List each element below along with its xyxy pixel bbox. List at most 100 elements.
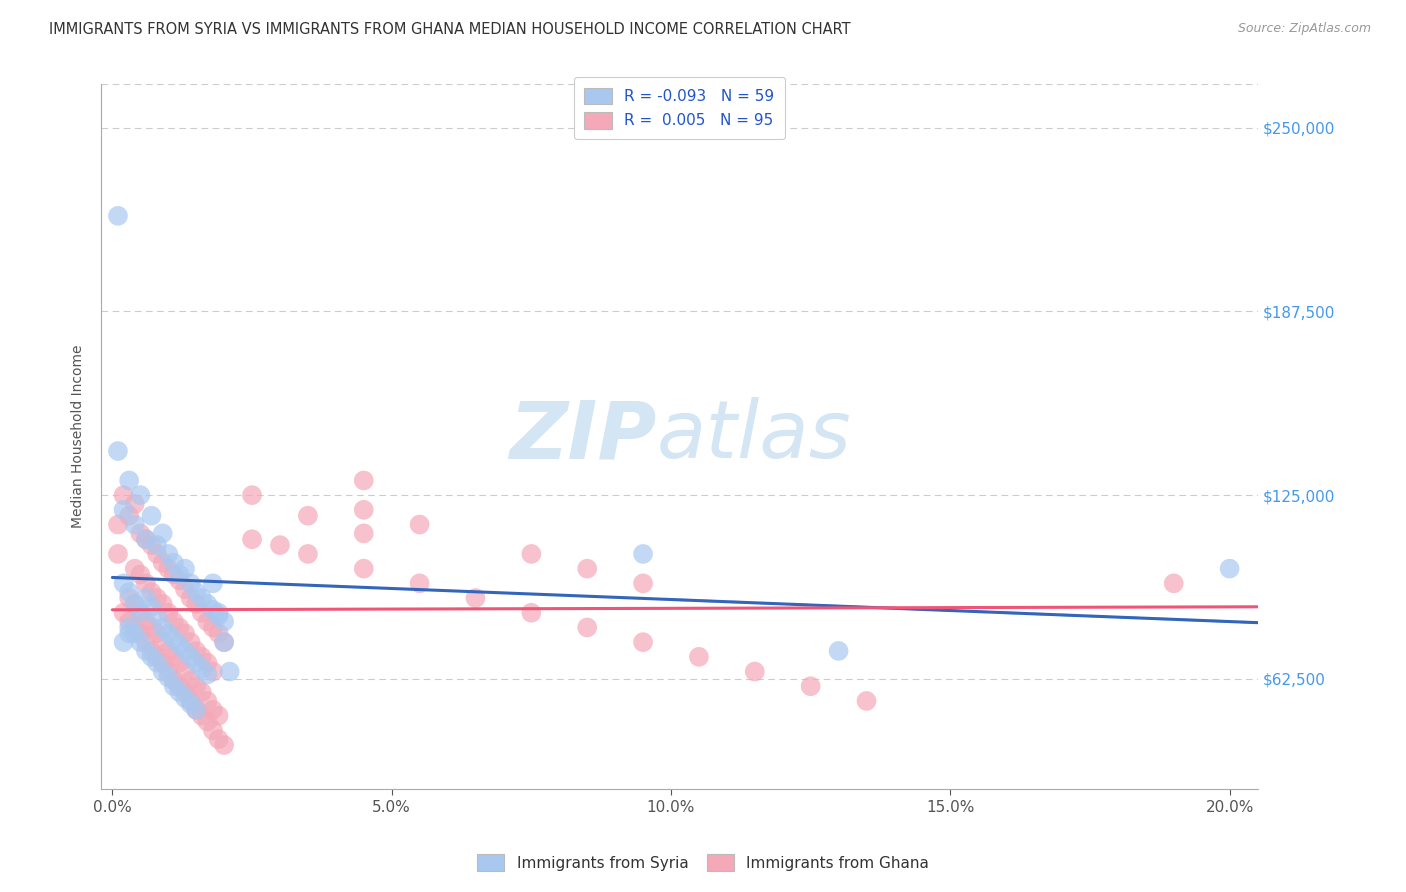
Point (141, 644, 163, 658)
Point (107, 517, 129, 532)
Point (174, 685, 197, 699)
Point (129, 635, 152, 649)
Point (191, 685, 214, 699)
Point (129, 488, 152, 502)
Point (129, 526, 152, 541)
Point (169, 567, 191, 582)
Point (141, 585, 163, 599)
Point (163, 567, 186, 582)
Point (297, 508, 319, 523)
Point (212, 615, 235, 629)
Point (408, 517, 430, 532)
Point (408, 576, 430, 591)
Point (180, 576, 202, 591)
Point (218, 665, 240, 679)
Point (212, 635, 235, 649)
Point (157, 665, 180, 679)
Point (157, 670, 180, 684)
Point (180, 635, 202, 649)
Point (124, 597, 146, 611)
Point (169, 685, 191, 699)
Point (201, 703, 224, 717)
Legend: Immigrants from Syria, Immigrants from Ghana: Immigrants from Syria, Immigrants from G… (468, 845, 938, 880)
Point (240, 488, 263, 502)
Point (157, 606, 180, 620)
Point (195, 694, 218, 708)
Point (163, 632, 186, 647)
Point (135, 644, 157, 658)
Point (124, 561, 146, 575)
Point (112, 576, 135, 591)
Point (141, 649, 163, 664)
Point (269, 538, 291, 552)
Point (174, 582, 197, 597)
Point (169, 679, 191, 693)
Point (576, 620, 599, 634)
Point (827, 644, 849, 658)
Point (297, 547, 319, 561)
Point (180, 697, 202, 711)
Point (118, 591, 141, 605)
Text: atlas: atlas (657, 397, 851, 475)
Point (129, 606, 152, 620)
Point (169, 620, 191, 634)
Point (118, 615, 141, 629)
Point (576, 561, 599, 575)
Point (180, 591, 202, 605)
Point (207, 708, 229, 723)
Point (353, 474, 375, 488)
Point (688, 649, 710, 664)
Point (112, 635, 135, 649)
Point (186, 644, 208, 658)
Point (141, 620, 163, 634)
Point (141, 538, 163, 552)
Point (141, 599, 163, 614)
Point (191, 591, 214, 605)
Point (118, 620, 141, 634)
Point (631, 547, 654, 561)
Point (174, 626, 197, 640)
Point (129, 606, 152, 620)
Point (207, 606, 229, 620)
Point (195, 667, 218, 681)
Point (146, 538, 169, 552)
Point (157, 626, 180, 640)
Point (124, 620, 146, 634)
Point (201, 603, 224, 617)
Point (744, 665, 766, 679)
Point (353, 561, 375, 575)
Point (180, 649, 202, 664)
Point (112, 606, 135, 620)
Point (135, 533, 157, 547)
Point (169, 638, 191, 652)
Point (135, 591, 157, 605)
Point (855, 694, 877, 708)
Point (107, 209, 129, 223)
Point (135, 615, 157, 629)
Point (207, 608, 229, 623)
Point (195, 656, 218, 670)
Point (191, 662, 214, 676)
Text: ZIP: ZIP (509, 397, 657, 475)
Point (152, 556, 174, 570)
Point (157, 561, 180, 575)
Point (207, 626, 229, 640)
Point (135, 576, 157, 591)
Point (152, 526, 174, 541)
Point (174, 691, 197, 706)
Point (129, 567, 152, 582)
Text: Source: ZipAtlas.com: Source: ZipAtlas.com (1237, 22, 1371, 36)
Point (520, 606, 543, 620)
Point (146, 649, 169, 664)
Point (124, 626, 146, 640)
Point (146, 608, 169, 623)
Point (135, 635, 157, 649)
Point (163, 679, 186, 693)
Point (207, 732, 229, 747)
Point (186, 597, 208, 611)
Point (520, 547, 543, 561)
Point (118, 585, 141, 599)
Point (174, 665, 197, 679)
Point (146, 656, 169, 670)
Point (195, 615, 218, 629)
